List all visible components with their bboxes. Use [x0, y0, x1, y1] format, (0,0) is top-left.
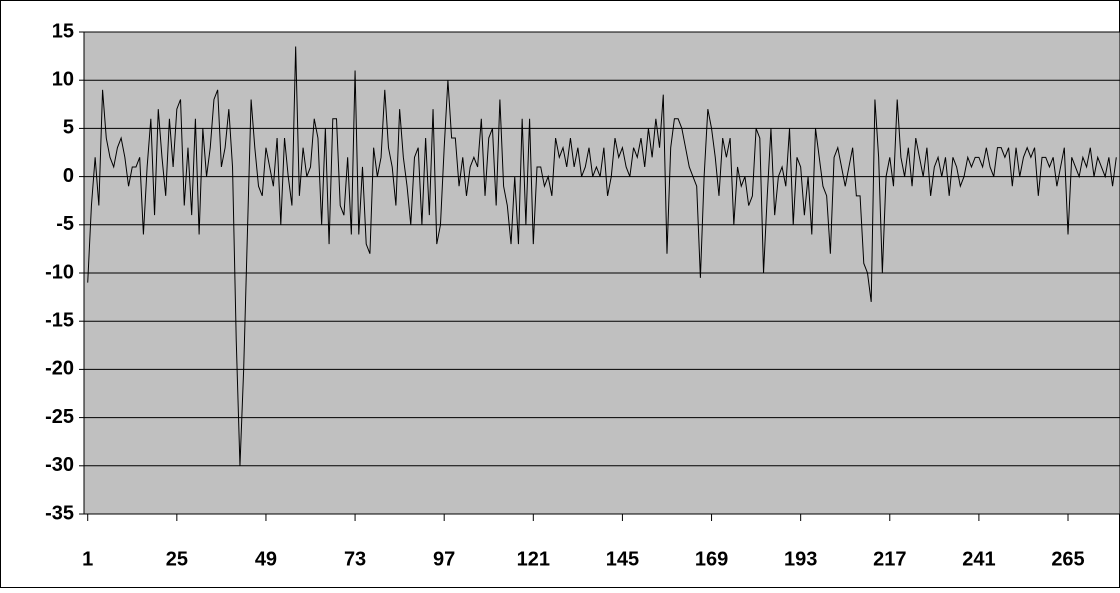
x-tick-label: 217	[873, 548, 906, 570]
y-tick-label: -30	[45, 454, 74, 476]
y-tick-label: -5	[56, 213, 74, 235]
y-tick-label: 15	[52, 20, 74, 42]
y-tick-label: 5	[63, 117, 74, 139]
x-tick-label: 241	[962, 548, 995, 570]
x-tick-label: 265	[1051, 548, 1084, 570]
x-tick-label: 49	[255, 548, 277, 570]
x-tick-label: 145	[606, 548, 639, 570]
x-tick-label: 25	[166, 548, 188, 570]
x-tick-label: 97	[433, 548, 455, 570]
y-tick-label: 0	[63, 165, 74, 187]
x-tick-label: 73	[344, 548, 366, 570]
y-tick-label: -25	[45, 406, 74, 428]
x-tick-label: 169	[695, 548, 728, 570]
y-tick-label: -10	[45, 261, 74, 283]
y-tick-label: -35	[45, 502, 74, 524]
y-tick-label: -15	[45, 309, 74, 331]
y-tick-label: 10	[52, 68, 74, 90]
y-tick-label: -20	[45, 358, 74, 380]
x-tick-label: 193	[784, 548, 817, 570]
x-tick-label: 121	[517, 548, 550, 570]
x-tick-label: 1	[82, 548, 93, 570]
data-line	[87, 46, 1117, 466]
